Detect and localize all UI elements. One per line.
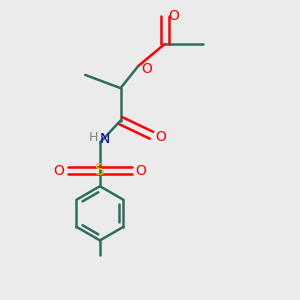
Text: H: H (89, 131, 98, 144)
Text: O: O (155, 130, 166, 144)
Text: N: N (100, 132, 110, 146)
Text: O: O (136, 164, 147, 178)
Text: O: O (53, 164, 64, 178)
Text: O: O (142, 62, 152, 76)
Text: S: S (95, 163, 105, 178)
Text: O: O (168, 9, 179, 23)
